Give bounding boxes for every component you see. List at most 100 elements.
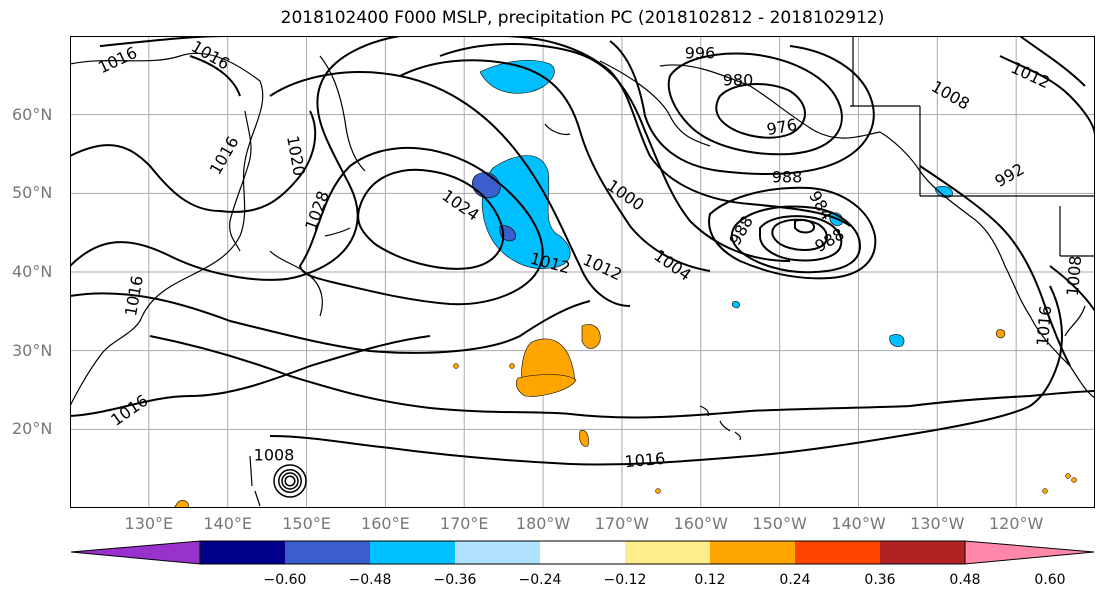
lon-label: 170°E bbox=[439, 514, 489, 533]
lat-label: 20°N bbox=[12, 419, 53, 439]
coastline bbox=[249, 455, 261, 507]
lat-label: 60°N bbox=[12, 104, 53, 124]
isobar bbox=[70, 36, 401, 281]
lon-label: 120°W bbox=[988, 514, 1044, 533]
isobar-label: 976 bbox=[765, 115, 798, 139]
isobar-label: 1016 bbox=[206, 133, 243, 178]
precip-dot bbox=[509, 363, 515, 369]
isobar-label: 988 bbox=[812, 224, 848, 256]
lat-label: 40°N bbox=[12, 262, 53, 281]
lon-label: 140°E bbox=[203, 514, 253, 533]
lon-label: 160°E bbox=[361, 514, 410, 533]
map-title: 2018102400 F000 MSLP, precipitation PC (… bbox=[280, 8, 885, 28]
isobar-label: 988 bbox=[725, 213, 757, 249]
graticule bbox=[70, 36, 1095, 508]
isobar bbox=[1049, 265, 1095, 312]
precip-patch bbox=[515, 374, 577, 397]
precip-patch bbox=[731, 301, 740, 309]
lon-label: 150°E bbox=[282, 514, 331, 533]
precip-dot bbox=[1042, 488, 1048, 494]
colorbar-tick-label: −0.12 bbox=[603, 572, 647, 588]
isobar bbox=[730, 205, 862, 274]
lon-label: 130°E bbox=[124, 514, 174, 533]
isobar bbox=[609, 40, 875, 175]
isobar-label: 1020 bbox=[283, 134, 309, 177]
isobar-label: 1008 bbox=[928, 77, 973, 114]
isobar-label: 1016 bbox=[1033, 305, 1055, 347]
colorbar-tick-label: 0.12 bbox=[694, 572, 726, 588]
colorbar-segment bbox=[285, 541, 370, 564]
colorbar-tick-label: 0.36 bbox=[864, 572, 896, 588]
isobar bbox=[715, 83, 806, 139]
colorbar-segment bbox=[625, 541, 710, 564]
lon-label: 140°W bbox=[831, 514, 886, 533]
coastline bbox=[70, 52, 264, 407]
coastline bbox=[699, 405, 742, 441]
lon-label: 160°W bbox=[673, 514, 728, 533]
isobar bbox=[269, 71, 631, 307]
precip-dot bbox=[453, 363, 459, 369]
isobar bbox=[708, 186, 877, 280]
isobar bbox=[499, 36, 851, 227]
coastline bbox=[269, 250, 323, 317]
isobar bbox=[70, 292, 591, 354]
isobar bbox=[189, 55, 241, 97]
precipitation-shading bbox=[173, 59, 1077, 508]
isobar-label: 1016 bbox=[121, 274, 147, 317]
isobar bbox=[357, 168, 505, 270]
isobar bbox=[278, 469, 302, 493]
colorbar-tick-label: −0.36 bbox=[433, 572, 477, 588]
isobar bbox=[149, 335, 1095, 419]
isobar-label: 1016 bbox=[188, 37, 233, 74]
colorbar-segment bbox=[540, 541, 625, 564]
precip-patch bbox=[996, 329, 1006, 339]
lon-label: 150°W bbox=[752, 514, 807, 533]
coastline bbox=[544, 123, 571, 136]
coastline bbox=[879, 131, 1095, 399]
isobar-label: 1008 bbox=[254, 446, 295, 465]
precip-patch bbox=[581, 324, 601, 349]
colorbar-segment bbox=[200, 541, 285, 564]
coastline bbox=[229, 110, 252, 252]
isobar-label: 1016 bbox=[107, 391, 151, 430]
isobar bbox=[298, 146, 544, 306]
colorbar-tick-label: 0.48 bbox=[949, 572, 981, 588]
coastline bbox=[850, 36, 1095, 257]
isobar bbox=[794, 218, 816, 234]
isobar bbox=[269, 285, 1063, 466]
isobar bbox=[667, 52, 843, 156]
precip-patch bbox=[579, 430, 589, 447]
isobar bbox=[273, 464, 307, 498]
colorbar-tick-label: 0.24 bbox=[779, 572, 811, 588]
colorbar-segment bbox=[710, 541, 795, 564]
colorbar-segment bbox=[455, 541, 540, 564]
colorbar-tick-label: −0.48 bbox=[348, 572, 392, 588]
isobar-label: 1004 bbox=[650, 246, 694, 285]
isobar bbox=[999, 55, 1095, 137]
map-frame bbox=[70, 36, 1095, 508]
isobar bbox=[70, 110, 317, 213]
precip-patch bbox=[173, 500, 189, 508]
colorbar-segment bbox=[880, 541, 965, 564]
isobar-label: 996 bbox=[685, 44, 716, 63]
isobar-label: 1016 bbox=[624, 449, 666, 471]
isobar bbox=[70, 335, 431, 417]
precip-dot bbox=[1065, 473, 1071, 479]
colorbar-tick-label: −0.60 bbox=[263, 572, 307, 588]
lat-label: 50°N bbox=[12, 183, 53, 203]
isobar bbox=[284, 475, 296, 487]
colorbar-frame bbox=[199, 540, 966, 565]
lon-label: 180°W bbox=[515, 514, 571, 533]
coastline bbox=[324, 227, 351, 237]
colorbar-segment bbox=[795, 541, 880, 564]
isobar-label: 1000 bbox=[603, 176, 647, 215]
isobar-label: 992 bbox=[992, 159, 1028, 191]
coastline bbox=[599, 60, 711, 147]
isobar-label: 980 bbox=[723, 71, 754, 90]
isobar bbox=[399, 59, 711, 272]
precip-dot bbox=[655, 488, 661, 494]
precip-dot bbox=[1071, 477, 1077, 483]
lon-label: 170°W bbox=[594, 514, 650, 533]
colorbar-tick-label: 0.60 bbox=[1034, 572, 1066, 588]
